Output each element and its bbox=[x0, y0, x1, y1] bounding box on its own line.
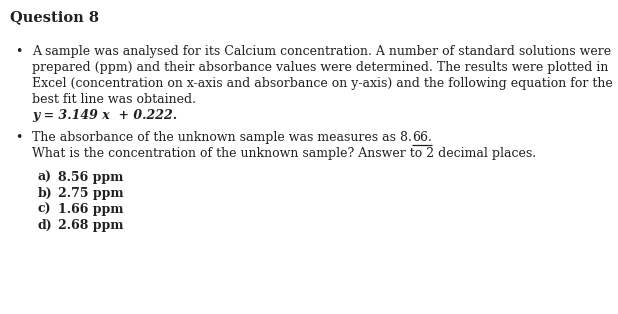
Text: The absorbance of the unknown sample was measures as 8.: The absorbance of the unknown sample was… bbox=[32, 131, 412, 144]
Text: 2.68 ppm: 2.68 ppm bbox=[58, 219, 124, 232]
Text: 2.75 ppm: 2.75 ppm bbox=[58, 187, 124, 200]
Text: A sample was analysed for its Calcium concentration. A number of standard soluti: A sample was analysed for its Calcium co… bbox=[32, 45, 611, 58]
Text: b): b) bbox=[38, 187, 53, 200]
Text: Excel (concentration on x-axis and absorbance on y-axis) and the following equat: Excel (concentration on x-axis and absor… bbox=[32, 77, 613, 90]
Text: c): c) bbox=[38, 203, 52, 216]
Text: prepared (ppm) and their absorbance values were determined. The results were plo: prepared (ppm) and their absorbance valu… bbox=[32, 61, 608, 74]
Text: •: • bbox=[15, 45, 22, 58]
Text: 1.66 ppm: 1.66 ppm bbox=[58, 203, 124, 216]
Text: 8.56 ppm: 8.56 ppm bbox=[58, 171, 124, 184]
Text: a): a) bbox=[38, 171, 52, 184]
Text: Question 8: Question 8 bbox=[10, 10, 99, 24]
Text: best fit line was obtained.: best fit line was obtained. bbox=[32, 93, 196, 106]
Text: 66.: 66. bbox=[412, 131, 432, 144]
Text: d): d) bbox=[38, 219, 53, 232]
Text: •: • bbox=[15, 131, 22, 144]
Text: y = 3.149 x  + 0.222.: y = 3.149 x + 0.222. bbox=[32, 109, 177, 122]
Text: What is the concentration of the unknown sample? Answer to 2 decimal places.: What is the concentration of the unknown… bbox=[32, 147, 536, 160]
